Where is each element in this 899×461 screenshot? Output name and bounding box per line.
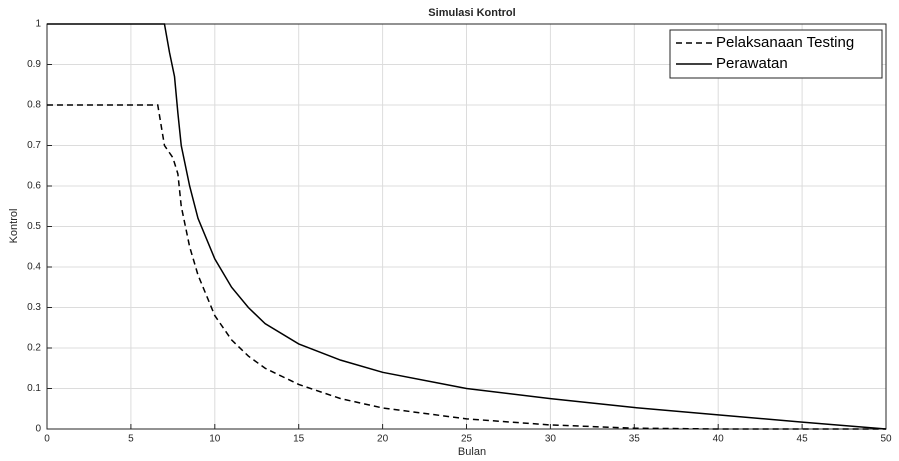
legend-label: Pelaksanaan Testing <box>716 34 854 51</box>
line-series <box>47 23 887 430</box>
y-tick-label: 0.4 <box>27 262 41 273</box>
legend-label: Perawatan <box>716 55 788 72</box>
y-tick-label: 0.9 <box>27 59 41 70</box>
y-tick-label: 0.8 <box>27 100 41 111</box>
x-tick-label: 40 <box>713 434 725 445</box>
y-tick-label: 0.6 <box>27 181 41 192</box>
y-tick-label: 0.1 <box>27 383 41 394</box>
x-tick-label: 45 <box>797 434 809 445</box>
x-axis-label: Bulan <box>458 446 486 458</box>
y-axis-label: Kontrol <box>8 209 20 244</box>
chart-title: Simulasi Kontrol <box>428 7 515 19</box>
x-tick-label: 50 <box>880 434 892 445</box>
x-tick-label: 30 <box>545 434 557 445</box>
x-tick-label: 35 <box>629 434 641 445</box>
x-tick-label: 10 <box>209 434 221 445</box>
x-tick-label: 0 <box>44 434 50 445</box>
y-tick-label: 0.3 <box>27 302 41 313</box>
y-tick-label: 0.2 <box>27 343 41 354</box>
x-tick-label: 25 <box>461 434 473 445</box>
y-tick-label: 0.5 <box>27 221 41 232</box>
y-tick-label: 1 <box>35 19 41 30</box>
y-tick-label: 0.7 <box>27 140 41 151</box>
line-series <box>47 104 886 430</box>
plot-frame <box>46 23 887 430</box>
x-tick-label: 15 <box>293 434 305 445</box>
x-tick-label: 20 <box>377 434 389 445</box>
legend-box <box>669 29 883 79</box>
x-tick-label: 5 <box>128 434 134 445</box>
y-tick-label: 0 <box>35 424 41 435</box>
